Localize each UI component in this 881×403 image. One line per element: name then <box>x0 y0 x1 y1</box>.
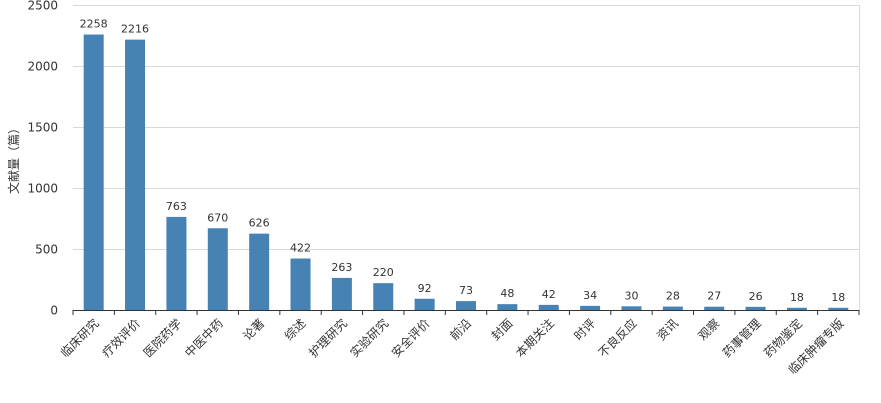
data-label: 18 <box>831 291 845 304</box>
bar[interactable] <box>828 307 849 310</box>
y-tick-label: 1500 <box>27 121 58 135</box>
bar[interactable] <box>786 307 807 310</box>
data-label: 626 <box>249 217 270 230</box>
bar[interactable] <box>456 301 476 310</box>
bar[interactable] <box>662 306 683 310</box>
x-category-label: 论著 <box>240 316 267 343</box>
data-label: 422 <box>290 242 311 255</box>
bar[interactable] <box>538 304 559 310</box>
bar[interactable] <box>249 233 270 310</box>
x-category-label: 中医中药 <box>181 316 226 361</box>
data-label: 763 <box>166 200 187 213</box>
y-tick-label: 0 <box>50 304 58 318</box>
x-category-label: 前沿 <box>447 316 475 344</box>
data-label: 73 <box>459 284 473 297</box>
bar[interactable] <box>166 216 187 310</box>
x-category-label: 药事管理 <box>719 316 764 361</box>
bar[interactable] <box>207 228 228 310</box>
y-tick-label: 500 <box>35 243 58 257</box>
x-category-label: 临床研究 <box>57 316 102 361</box>
bars-group: 2258 2216 763 670 626 422 263 220 92 73 48 42 34 30 28… <box>80 18 849 311</box>
x-category-label: 实验研究 <box>347 316 392 361</box>
y-tick-label: 2500 <box>27 0 58 13</box>
bar[interactable] <box>331 277 352 310</box>
x-category-label: 医院药学 <box>140 316 185 361</box>
x-category-label: 综述 <box>282 316 309 343</box>
bar[interactable] <box>580 305 601 310</box>
bar[interactable] <box>745 306 766 310</box>
data-label: 92 <box>418 282 432 295</box>
data-label: 18 <box>790 291 804 304</box>
data-label: 28 <box>666 290 680 303</box>
x-category-label: 封面 <box>489 316 516 343</box>
bar[interactable] <box>125 39 146 310</box>
bar[interactable] <box>621 306 642 310</box>
data-label: 30 <box>624 289 638 302</box>
data-label: 48 <box>500 287 514 300</box>
x-category-label: 时评 <box>571 316 598 343</box>
data-label: 263 <box>331 261 352 274</box>
bar[interactable] <box>414 298 435 310</box>
x-category-label: 疗效评价 <box>99 316 144 361</box>
data-label: 2216 <box>121 23 149 36</box>
gridlines <box>73 5 860 310</box>
data-label: 670 <box>207 211 228 224</box>
data-label: 27 <box>707 290 721 303</box>
data-label: 42 <box>542 288 556 301</box>
x-category-label: 不良反应 <box>595 316 640 361</box>
data-label: 2258 <box>80 18 108 31</box>
bar[interactable] <box>83 34 104 311</box>
bar[interactable] <box>373 283 394 310</box>
x-category-label: 安全评价 <box>388 316 433 361</box>
data-label: 26 <box>749 290 763 303</box>
bar[interactable] <box>290 258 311 310</box>
x-category-label: 本期关注 <box>512 316 557 361</box>
data-label: 220 <box>373 266 394 279</box>
bar[interactable] <box>704 306 725 310</box>
x-category-label: 护理研究 <box>305 316 350 361</box>
x-category-label: 资讯 <box>654 316 681 343</box>
x-category-label: 观察 <box>695 316 722 343</box>
data-label: 34 <box>583 289 597 302</box>
y-axis-label: 文献量（篇） <box>6 122 21 194</box>
y-tick-label: 1000 <box>27 182 58 196</box>
y-tick-label: 2000 <box>27 60 58 74</box>
bar[interactable] <box>497 304 518 310</box>
